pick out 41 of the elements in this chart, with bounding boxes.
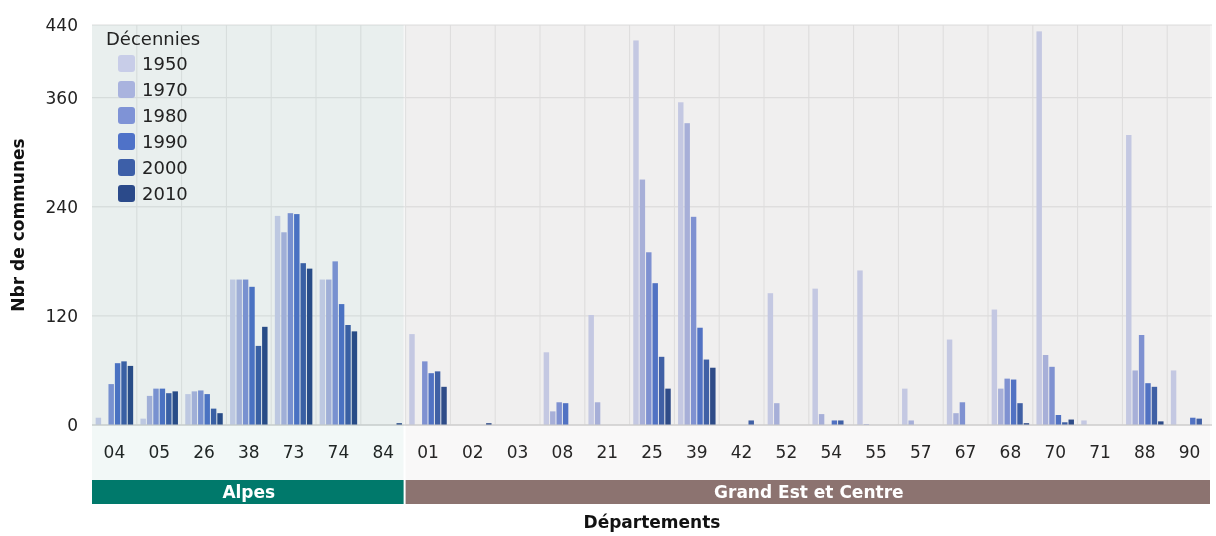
x-tick-label: 67 [954, 442, 977, 462]
x-tick-label: 68 [999, 442, 1022, 462]
y-tick-label: 120 [45, 305, 78, 326]
y-tick-label: 0 [67, 414, 78, 435]
x-tick-label: 03 [506, 442, 529, 462]
x-tick-label: 70 [1044, 442, 1067, 462]
x-tick-label: 73 [282, 442, 305, 462]
y-tick-label: 360 [45, 87, 78, 108]
band-label: Grand Est et Centre [714, 482, 904, 502]
x-tick-label: 04 [103, 442, 126, 462]
x-tick-label: 42 [730, 442, 753, 462]
x-tick-label: 57 [909, 442, 932, 462]
x-tick-label: 21 [596, 442, 619, 462]
legend-label: 1980 [142, 105, 188, 126]
x-tick-label: 55 [865, 442, 887, 462]
y-tick-label: 440 [45, 14, 78, 35]
legend-label: 2010 [142, 183, 188, 204]
x-tick-label: 54 [820, 442, 843, 462]
legend-title: Décennies [106, 28, 201, 49]
x-tick-label: 05 [148, 442, 171, 462]
y-axis-title: Nbr de communes [8, 138, 28, 312]
x-tick-label: 08 [551, 442, 574, 462]
x-tick-label: 25 [641, 442, 663, 462]
x-tick-label: 52 [775, 442, 798, 462]
x-tick-label: 39 [685, 442, 708, 462]
x-tick-label: 38 [237, 442, 260, 462]
x-tick-label: 71 [1089, 442, 1111, 462]
x-axis-title: Départements [583, 512, 721, 532]
legend-label: 1990 [142, 131, 188, 152]
legend-label: 2000 [142, 157, 188, 178]
x-tick-label: 26 [193, 442, 215, 462]
band-label: Alpes [222, 482, 276, 502]
legend-label: 1970 [142, 79, 188, 100]
x-tick-label: 01 [417, 442, 439, 462]
x-tick-label: 90 [1178, 442, 1201, 462]
legend-label: 1950 [142, 53, 188, 74]
x-tick-label: 74 [327, 442, 350, 462]
y-tick-label: 240 [45, 196, 78, 217]
x-tick-label: 02 [461, 442, 484, 462]
x-tick-label: 88 [1133, 442, 1156, 462]
x-tick-label: 84 [372, 442, 395, 462]
